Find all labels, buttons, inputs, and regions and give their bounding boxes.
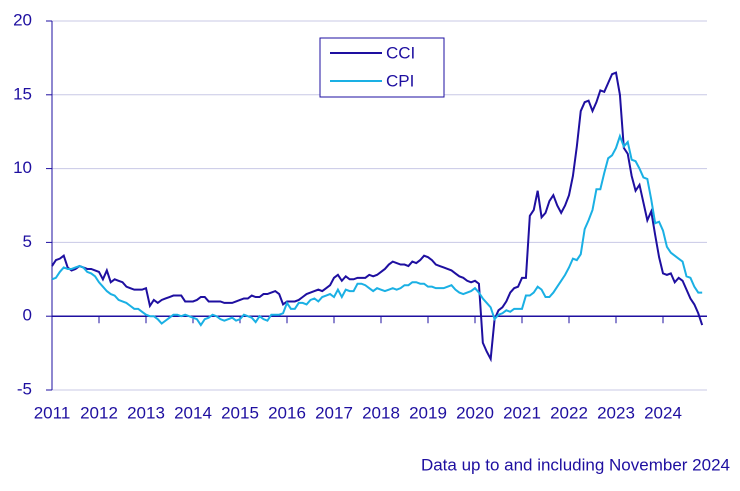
x-tick-label: 2017: [315, 403, 353, 422]
series-line: [51, 133, 703, 327]
x-tick-label: 2023: [597, 403, 635, 422]
legend-label: CCI: [386, 43, 415, 62]
x-tick-label: 2016: [268, 403, 306, 422]
legend-box: [319, 37, 445, 98]
x-tick-label: 2021: [503, 403, 541, 422]
y-tick-label: 0: [23, 306, 32, 325]
x-tick-label: 2018: [362, 403, 400, 422]
x-tick-label: 2015: [221, 403, 259, 422]
y-tick-label: 10: [13, 158, 32, 177]
x-tick-label: 2022: [550, 403, 588, 422]
y-tick-label: 5: [23, 232, 32, 251]
y-tick-label: -5: [17, 379, 32, 398]
y-tick-label: 15: [13, 84, 32, 103]
legend-label: CPI: [386, 71, 414, 90]
series-line: [51, 71, 704, 363]
x-tick-label: 2011: [34, 403, 71, 422]
note: Data up to and including November 2024: [421, 455, 730, 474]
x-tick-label: 2024: [644, 403, 682, 422]
x-tick-label: 2014: [174, 403, 212, 422]
x-tick-label: 2019: [409, 403, 447, 422]
x-tick-label: 2020: [456, 403, 494, 422]
y-tick-label: 20: [13, 10, 32, 29]
x-tick-label: 2012: [80, 403, 118, 422]
x-tick-label: 2013: [127, 403, 165, 422]
